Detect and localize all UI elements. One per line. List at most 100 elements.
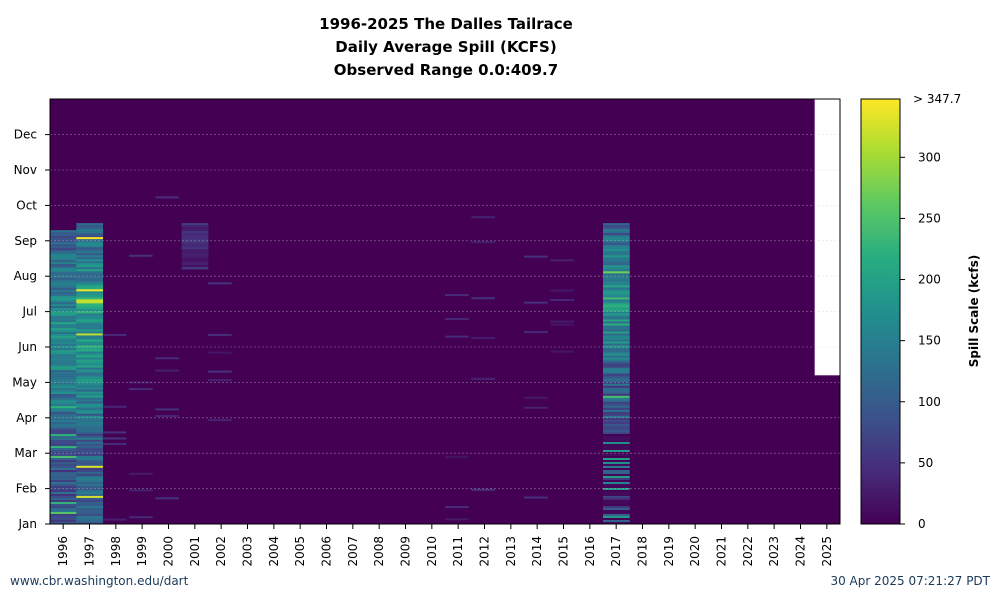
heatmap-cell [76,497,104,501]
heatmap-cell [181,225,209,228]
x-tick-label-2012: 2012 [478,536,492,567]
heatmap-cell [603,351,630,354]
heatmap-cell [50,322,77,325]
heatmap-cell [76,471,104,475]
heatmap-cell [50,236,77,239]
heatmap-cell [155,408,180,411]
heatmap-cell [603,509,630,513]
heatmap-cell [603,341,630,344]
heatmap-cell [76,415,104,418]
footer-source[interactable]: www.cbr.washington.edu/dart [10,574,189,588]
heatmap-cell [76,327,104,330]
colorbar-tick-250: 250 [918,211,941,225]
heatmap-cell [50,482,77,485]
heatmap-cell [76,345,104,348]
heatmap-cell [76,269,104,272]
title-line-2: Daily Average Spill (KCFS) [335,38,556,56]
heatmap-cell [603,349,630,352]
heatmap-cell [603,477,630,481]
heatmap-cell [524,496,548,499]
heatmap-cell [50,290,77,293]
heatmap-cell [50,234,77,237]
heatmap-cell [603,485,630,489]
heatmap-cell [76,505,104,509]
heatmap-cell [50,426,77,429]
heatmap-cell [76,285,104,288]
heatmap-cell [76,261,104,264]
heatmap-cell [603,403,630,407]
x-tick-label-2005: 2005 [293,536,307,567]
heatmap-cell [50,392,77,395]
heatmap-cell [603,227,630,230]
heatmap-cell [76,359,104,362]
heatmap-cell [603,383,630,387]
heatmap-cell [76,329,104,332]
heatmap-cell [76,519,104,523]
heatmap-cell [50,432,77,435]
heatmap-cell [50,300,77,303]
heatmap-column-2011 [445,294,469,521]
heatmap-cell [181,233,209,236]
heatmap-cell [50,266,77,269]
heatmap-cell [50,472,77,475]
heatmap-cell [50,408,77,411]
heatmap-cell [76,367,104,370]
heatmap-cell [50,384,77,387]
heatmap-cell [76,357,104,360]
heatmap-cell [50,438,77,441]
heatmap-column-2012 [471,216,496,491]
heatmap-cell [181,229,209,232]
heatmap-cell [603,455,630,459]
heatmap-cell [603,425,630,429]
heatmap-cell [50,414,77,417]
heatmap-cell [603,369,630,373]
heatmap-cell [76,321,104,324]
heatmap-cell [76,303,104,306]
heatmap-cell [50,238,77,241]
heatmap-cell [603,331,630,334]
heatmap-cell [50,468,77,471]
heatmap-cell [603,469,630,473]
heatmap-cell [76,477,104,481]
heatmap-cell [50,302,77,305]
heatmap-cell [50,360,77,363]
heatmap-cell [50,304,77,307]
heatmap-cell [50,406,77,409]
heatmap-cell [603,497,630,501]
heatmap-cell [76,511,104,515]
heatmap-cell [50,230,77,233]
heatmap-cell [603,293,630,296]
heatmap-cell [76,411,104,414]
y-tick-label-jan: Jan [18,517,38,531]
heatmap-cell [50,334,77,337]
heatmap-cell [471,488,496,491]
x-tick-label-2022: 2022 [741,536,755,567]
x-tick-label-1997: 1997 [83,536,97,567]
heatmap-cell [50,436,77,439]
heatmap-cell [50,456,77,459]
heatmap-cell [603,473,630,477]
heatmap-cell [76,393,104,396]
x-tick-label-2007: 2007 [346,536,360,567]
heatmap-cell [603,291,630,294]
y-tick-label-jun: Jun [17,340,37,354]
heatmap-cell [603,235,630,238]
heatmap-cell [76,395,104,398]
heatmap-cell [181,265,209,268]
heatmap-cell [102,405,127,408]
colorbar-tick-300: 300 [918,150,941,164]
heatmap-column-2001 [181,223,209,270]
heatmap-cell [50,378,77,381]
heatmap-cell [50,272,77,275]
heatmap-cell [76,353,104,356]
heatmap-cell [50,380,77,383]
heatmap-cell [603,483,630,487]
heatmap-cell [50,342,77,345]
heatmap-column-2017 [603,223,630,525]
heatmap-cell [50,480,77,483]
heatmap-cell [603,379,630,383]
heatmap-cell [76,325,104,328]
heatmap-cell [102,437,127,440]
heatmap-cell [76,355,104,358]
colorbar-max-label: > 347.7 [913,92,961,106]
